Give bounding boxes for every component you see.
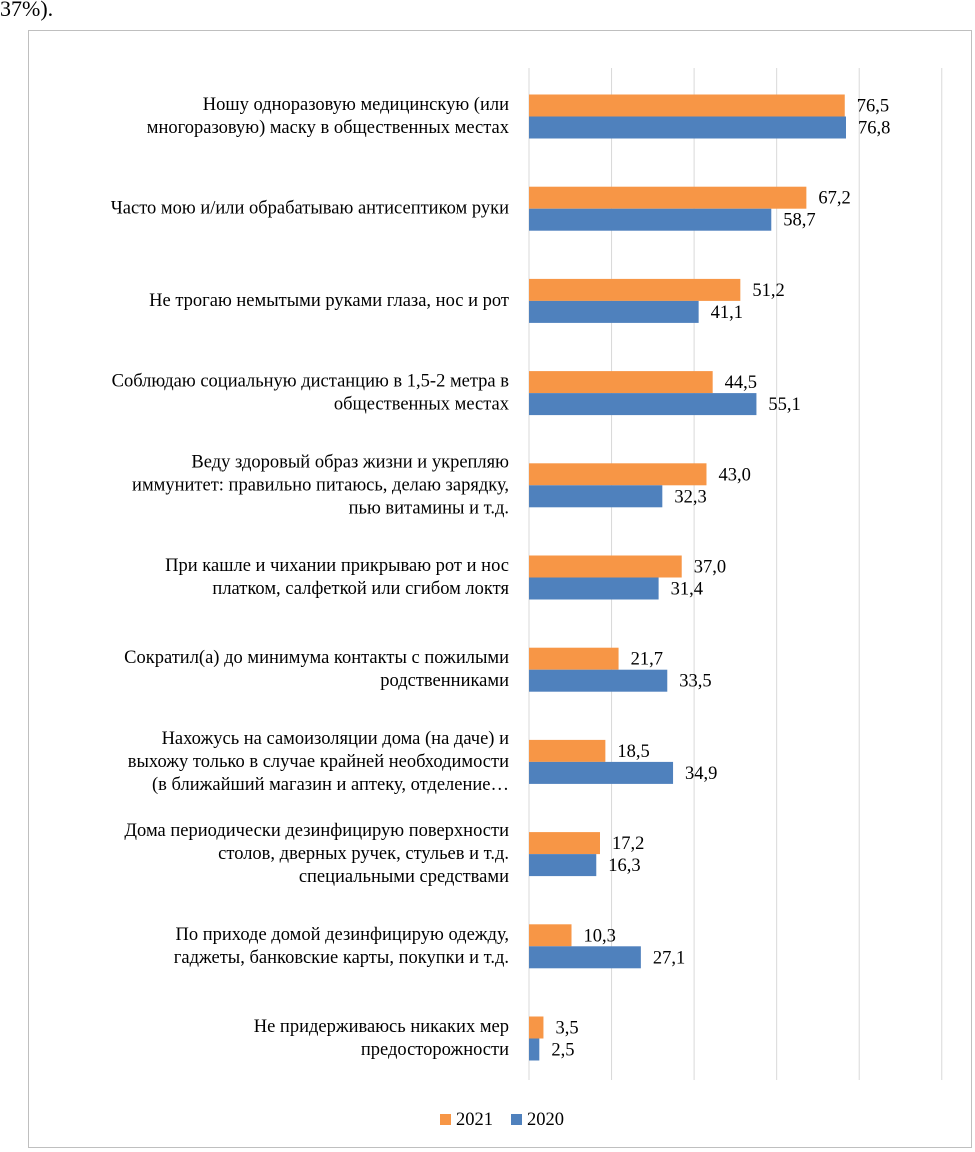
- bar-2020: [529, 1038, 540, 1061]
- bar-2020: [529, 116, 846, 139]
- data-label-2020: 55,1: [768, 395, 800, 415]
- data-label-2020: 41,1: [711, 303, 743, 323]
- bar-2021: [529, 924, 572, 947]
- preceding-text-fragment: 37%).: [0, 0, 54, 21]
- category-label: Веду здоровый образ жизни и укрепляю имму…: [132, 452, 509, 518]
- category-label: Часто мою и/или обрабатываю антисептиком…: [111, 199, 509, 219]
- category-label: Ношу одноразовую медицинскую (или многора…: [147, 95, 510, 138]
- bar-2020: [529, 577, 659, 600]
- data-label-2020: 32,3: [674, 487, 706, 507]
- bar-2020: [529, 300, 699, 323]
- data-label-2020: 27,1: [653, 948, 685, 968]
- bar-2020: [529, 761, 674, 784]
- data-label-2021: 51,2: [752, 281, 784, 301]
- category-label: Нахожусь на самоизоляции дома (на даче) …: [128, 729, 509, 795]
- category-label: Соблюдаю социальную дистанцию в 1,5-2 ме…: [112, 372, 510, 415]
- data-label-2021: 76,5: [857, 97, 889, 117]
- bar-2020: [529, 669, 668, 692]
- data-label-2020: 58,7: [783, 211, 815, 231]
- bar-2020: [529, 946, 641, 969]
- data-label-2021: 10,3: [584, 926, 616, 946]
- category-label: Сократил(а) до минимума контакты с пожил…: [124, 648, 509, 691]
- bar-2021: [529, 1016, 544, 1039]
- bar-2020: [529, 393, 757, 416]
- category-label: Не трогаю немытыми руками глаза, нос и р…: [149, 291, 509, 311]
- bar-2021: [529, 463, 707, 486]
- legend-label-2020: 2020: [527, 1110, 564, 1130]
- data-label-2021: 37,0: [694, 558, 726, 578]
- bar-chart: Ношу одноразовую медицинскую (или многора…: [111, 68, 943, 1130]
- bar-2021: [529, 555, 682, 578]
- data-label-2021: 17,2: [612, 834, 644, 854]
- bar-2020: [529, 854, 597, 877]
- data-label-2021: 67,2: [818, 189, 850, 209]
- legend-label-2021: 2021: [456, 1110, 493, 1130]
- data-label-2021: 43,0: [718, 465, 750, 485]
- data-label-2020: 34,9: [685, 764, 717, 784]
- legend-swatch-2021: [440, 1114, 451, 1125]
- data-label-2020: 31,4: [671, 580, 703, 600]
- data-label-2020: 76,8: [858, 119, 890, 139]
- bar-2020: [529, 485, 663, 508]
- bar-2021: [529, 647, 619, 670]
- data-label-2020: 33,5: [679, 672, 711, 692]
- bar-2021: [529, 94, 845, 117]
- legend-swatch-2020: [511, 1114, 522, 1125]
- category-label: По приходе домой дезинфицирую одежду, гад…: [174, 925, 509, 968]
- data-label-2021: 21,7: [631, 650, 663, 670]
- bar-2020: [529, 208, 772, 231]
- category-label: При кашле и чихании прикрываю рот и нос п…: [165, 556, 509, 599]
- category-label: Дома периодически дезинфицирую поверхнос…: [124, 821, 509, 887]
- data-label-2021: 3,5: [555, 1019, 578, 1039]
- bar-2021: [529, 278, 741, 301]
- bar-2021: [529, 186, 807, 209]
- bar-2021: [529, 371, 713, 394]
- bar-2021: [529, 832, 600, 855]
- chart-frame: Ношу одноразовую медицинскую (или многора…: [28, 30, 972, 1148]
- category-label: Не придерживаюсь никаких мер предосторожн…: [254, 1017, 509, 1060]
- data-label-2020: 2,5: [551, 1041, 574, 1061]
- data-label-2021: 44,5: [725, 373, 757, 393]
- bar-2021: [529, 739, 606, 762]
- data-label-2020: 16,3: [608, 856, 640, 876]
- data-label-2021: 18,5: [617, 742, 649, 762]
